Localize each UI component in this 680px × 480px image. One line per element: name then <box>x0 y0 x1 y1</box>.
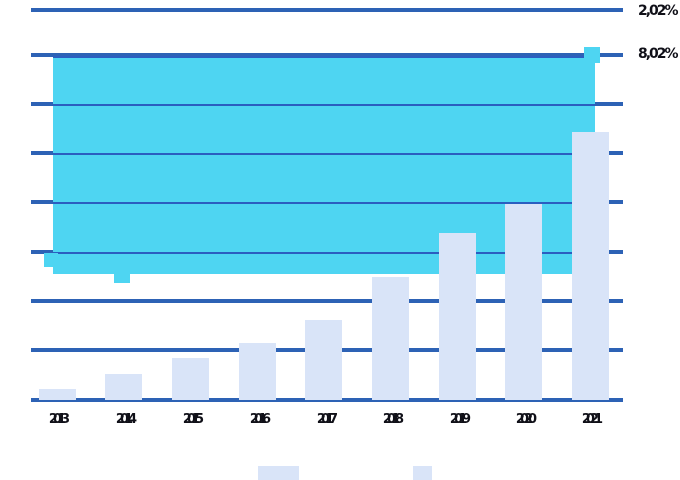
bar-2013[interactable] <box>39 389 76 400</box>
x-tick-label: 2019 <box>449 412 471 427</box>
bar-2017[interactable] <box>305 320 342 400</box>
x-tick-label: 2014 <box>115 412 137 427</box>
x-tick-label: 2017 <box>316 412 338 427</box>
data-label-second: 8,02% <box>638 46 679 62</box>
x-tick-label: 2016 <box>249 412 271 427</box>
gridline-over-area <box>53 202 595 204</box>
bar-2015[interactable] <box>172 358 209 400</box>
x-tick-label: 2018 <box>382 412 404 427</box>
x-axis-line <box>31 398 623 402</box>
bar-2021[interactable] <box>572 132 609 400</box>
x-tick-label: 2021 <box>581 412 603 427</box>
bar-2014[interactable] <box>105 374 142 400</box>
x-tick-label: 2013 <box>48 412 70 427</box>
x-tick-label: 2020 <box>515 412 537 427</box>
x-tick-label: 2015 <box>182 412 204 427</box>
legend-swatch[interactable] <box>413 466 432 480</box>
bar-2020[interactable] <box>505 204 542 400</box>
gridline-over-area <box>53 104 595 106</box>
gridline-over-area <box>53 153 595 155</box>
gridline-over-area <box>53 252 595 254</box>
bar-2018[interactable] <box>372 277 409 400</box>
data-label-top: 2,02% <box>638 3 679 19</box>
gridline <box>31 53 623 57</box>
legend-swatch[interactable] <box>258 466 299 480</box>
area-series-marker[interactable] <box>114 267 130 283</box>
bar-2016[interactable] <box>239 343 276 400</box>
gridline <box>31 299 623 303</box>
area-series-marker[interactable] <box>44 253 58 267</box>
bar-2019[interactable] <box>439 233 476 400</box>
area-series-marker[interactable] <box>584 47 600 63</box>
gridline-over-area <box>53 56 595 58</box>
area-band-fill[interactable] <box>53 56 595 274</box>
gridline <box>31 8 623 12</box>
